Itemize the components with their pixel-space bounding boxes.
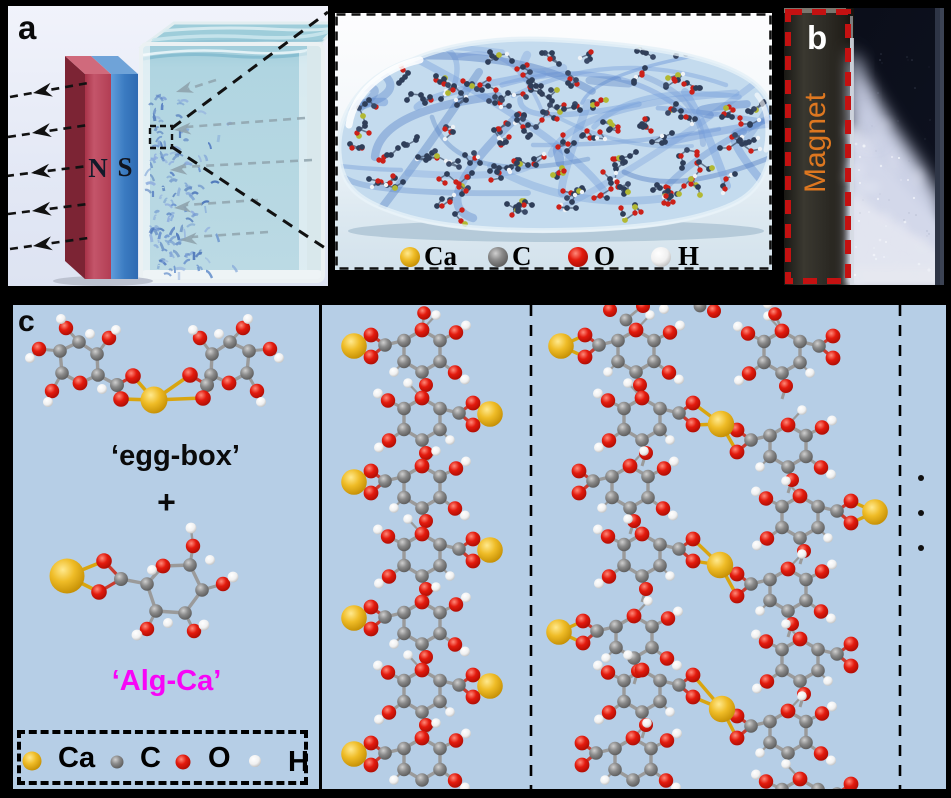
svg-text:S: S [117,152,132,182]
svg-text:N: N [88,153,108,183]
